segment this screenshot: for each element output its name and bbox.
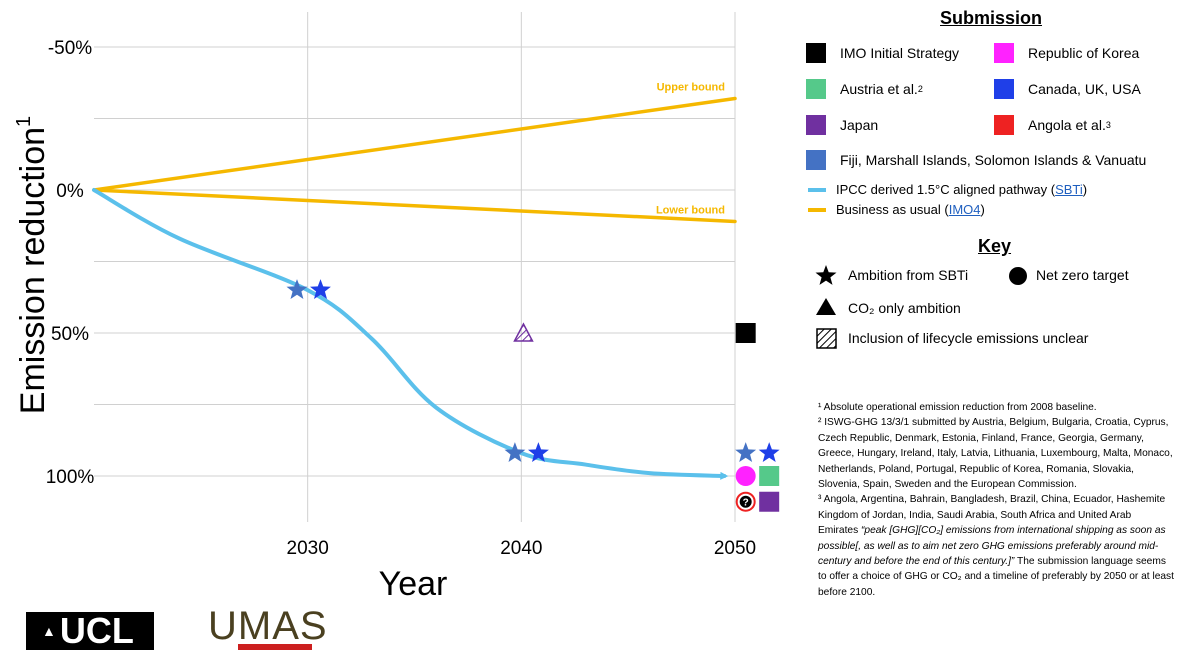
key-triangle-icon <box>816 298 836 315</box>
legend-swatch <box>806 115 826 135</box>
legend-swatch <box>806 150 826 170</box>
y-axis-label: Emission reduction1 <box>13 116 52 414</box>
series-line <box>92 188 729 480</box>
key-triangle-label: CO₂ only ambition <box>848 300 961 316</box>
legend-item-japan: Japan <box>806 115 878 135</box>
legend-swatch <box>994 115 1014 135</box>
y-tick-label: -50% <box>48 38 92 59</box>
key-hatched-icon <box>816 328 837 349</box>
ucl-logo: ▲ UCL <box>26 612 154 650</box>
gridlines <box>94 12 736 522</box>
y-tick-label: 0% <box>56 181 84 202</box>
marker-square <box>735 323 756 343</box>
marker-star <box>310 279 331 299</box>
x-tick-label: 2050 <box>714 538 756 559</box>
legend-swatch <box>994 43 1014 63</box>
legend-line-swatch <box>808 187 826 192</box>
legend-item-fiji: Fiji, Marshall Islands, Solomon Islands … <box>806 150 1146 170</box>
x-axis-label: Year <box>379 565 448 603</box>
marker-circle-question-inner <box>739 495 752 508</box>
imo4-link[interactable]: IMO4 <box>948 202 981 217</box>
key-hatched-label: Inclusion of lifecycle emissions unclear <box>848 330 1089 346</box>
series-annotation: Upper bound <box>657 81 725 93</box>
y-tick-label: 100% <box>46 467 95 488</box>
series-lines: Upper bound Lower bound <box>92 81 737 480</box>
marker-square <box>759 491 780 512</box>
umas-logo-bar <box>238 644 312 650</box>
legend-line-ipcc: IPCC derived 1.5°C aligned pathway (SBTi… <box>808 182 1087 197</box>
markers: ? <box>286 279 780 512</box>
x-tick-label: 2040 <box>500 538 542 559</box>
legend-item-angola: Angola et al. 3 <box>994 115 1111 135</box>
marker-star <box>504 442 526 462</box>
legend-swatch <box>806 43 826 63</box>
legend-line-bau: Business as usual (IMO4) <box>808 202 985 217</box>
key-title: Key <box>978 236 1012 256</box>
key-star-icon <box>815 265 837 285</box>
legend-item-austria: Austria et al. 2 <box>806 79 923 99</box>
footnote-2: ² ISWG-GHG 13/3/1 submitted by Austria, … <box>818 417 1173 491</box>
marker-star <box>735 442 757 462</box>
footnote-1: ¹ Absolute operational emission reductio… <box>818 402 1097 413</box>
marker-circle <box>735 466 756 486</box>
legend-line-swatch <box>808 207 826 212</box>
legend-swatch <box>994 79 1014 99</box>
marker-star <box>528 442 549 462</box>
sbti-link[interactable]: SBTi <box>1055 182 1083 197</box>
x-tick-label: 2030 <box>287 538 329 559</box>
legend-title: Submission <box>940 8 1043 28</box>
legend-swatch <box>806 79 826 99</box>
key-star-label: Ambition from SBTi <box>848 267 969 283</box>
series-line <box>92 96 737 192</box>
footnote-3: ³ Angola, Argentina, Bahrain, Bangladesh… <box>818 494 1174 598</box>
tick-labels: -50% 0% 50% 100% 2030 2040 2050 <box>46 38 756 559</box>
series-line <box>92 188 737 224</box>
y-tick-label: 50% <box>51 324 89 345</box>
marker-star <box>286 279 308 299</box>
legend-item-korea: Republic of Korea <box>994 43 1139 63</box>
marker-star <box>758 442 780 462</box>
key-circle-label: Net zero target <box>1036 267 1129 283</box>
marker-question-glyph: ? <box>743 498 749 509</box>
marker-triangle-hatched <box>513 322 534 342</box>
series-annotation: Lower bound <box>656 204 725 216</box>
key-circle-icon <box>1009 267 1027 285</box>
umas-logo: UMAS <box>208 604 328 648</box>
marker-square <box>759 466 780 486</box>
y-axis-label-superscript: 1 <box>13 116 35 127</box>
key-icons <box>815 265 1027 349</box>
legend-item-imo: IMO Initial Strategy <box>806 43 959 63</box>
legend-item-canada-uk-usa: Canada, UK, USA <box>994 79 1141 99</box>
footnotes: ¹ Absolute operational emission reductio… <box>818 400 1174 600</box>
